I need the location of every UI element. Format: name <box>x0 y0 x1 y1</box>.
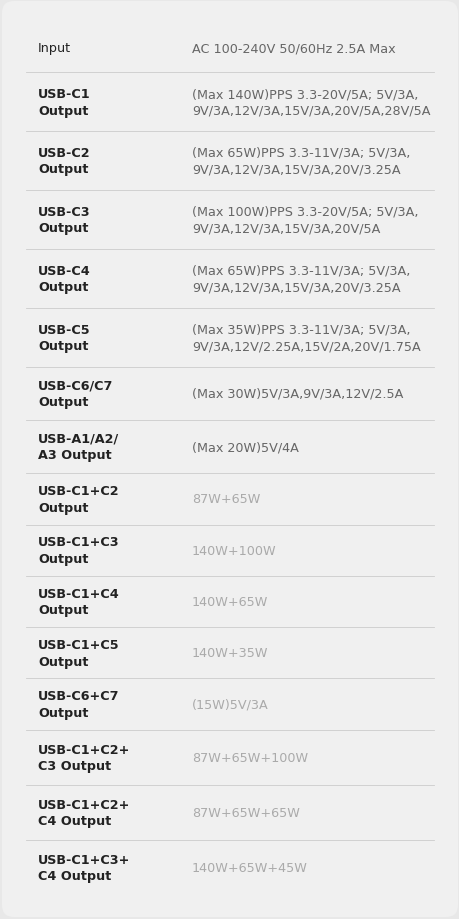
Text: USB-C5
Output: USB-C5 Output <box>38 323 90 353</box>
Text: (Max 100W)PPS 3.3-20V/5A; 5V/3A,
9V/3A,12V/3A,15V/3A,20V/5A: (Max 100W)PPS 3.3-20V/5A; 5V/3A, 9V/3A,1… <box>191 206 418 235</box>
Text: (Max 20W)5V/4A: (Max 20W)5V/4A <box>191 441 298 454</box>
Text: USB-C1+C5
Output: USB-C1+C5 Output <box>38 639 119 668</box>
Text: (Max 65W)PPS 3.3-11V/3A; 5V/3A,
9V/3A,12V/3A,15V/3A,20V/3.25A: (Max 65W)PPS 3.3-11V/3A; 5V/3A, 9V/3A,12… <box>191 147 409 176</box>
Text: USB-C4
Output: USB-C4 Output <box>38 265 90 294</box>
Text: USB-C1+C3
Output: USB-C1+C3 Output <box>38 536 119 565</box>
Text: 87W+65W+65W: 87W+65W+65W <box>191 806 299 819</box>
Text: USB-A1/A2/
A3 Output: USB-A1/A2/ A3 Output <box>38 433 119 462</box>
Text: 140W+100W: 140W+100W <box>191 544 276 557</box>
Text: USB-C6/C7
Output: USB-C6/C7 Output <box>38 380 113 409</box>
FancyBboxPatch shape <box>2 2 457 917</box>
Text: (Max 140W)PPS 3.3-20V/5A; 5V/3A,
9V/3A,12V/3A,15V/3A,20V/5A,28V/5A: (Max 140W)PPS 3.3-20V/5A; 5V/3A, 9V/3A,1… <box>191 88 430 118</box>
Text: USB-C1+C2+
C3 Output: USB-C1+C2+ C3 Output <box>38 743 130 772</box>
Text: 140W+35W: 140W+35W <box>191 647 268 660</box>
Text: USB-C1+C4
Output: USB-C1+C4 Output <box>38 587 119 617</box>
Text: USB-C1
Output: USB-C1 Output <box>38 88 90 118</box>
Text: USB-C6+C7
Output: USB-C6+C7 Output <box>38 689 119 719</box>
Text: USB-C3
Output: USB-C3 Output <box>38 206 90 235</box>
Text: USB-C1+C3+
C4 Output: USB-C1+C3+ C4 Output <box>38 853 130 882</box>
Text: USB-C1+C2+
C4 Output: USB-C1+C2+ C4 Output <box>38 798 130 827</box>
Text: 140W+65W+45W: 140W+65W+45W <box>191 861 307 874</box>
Text: Input: Input <box>38 42 71 55</box>
Text: (Max 65W)PPS 3.3-11V/3A; 5V/3A,
9V/3A,12V/3A,15V/3A,20V/3.25A: (Max 65W)PPS 3.3-11V/3A; 5V/3A, 9V/3A,12… <box>191 265 409 294</box>
Text: USB-C2
Output: USB-C2 Output <box>38 147 90 176</box>
Text: 87W+65W: 87W+65W <box>191 493 260 505</box>
Text: AC 100-240V 50/60Hz 2.5A Max: AC 100-240V 50/60Hz 2.5A Max <box>191 42 395 55</box>
Text: (Max 35W)PPS 3.3-11V/3A; 5V/3A,
9V/3A,12V/2.25A,15V/2A,20V/1.75A: (Max 35W)PPS 3.3-11V/3A; 5V/3A, 9V/3A,12… <box>191 323 420 353</box>
Text: (Max 30W)5V/3A,9V/3A,12V/2.5A: (Max 30W)5V/3A,9V/3A,12V/2.5A <box>191 388 403 401</box>
Text: USB-C1+C2
Output: USB-C1+C2 Output <box>38 484 119 514</box>
Text: 87W+65W+100W: 87W+65W+100W <box>191 751 308 764</box>
Text: (15W)5V/3A: (15W)5V/3A <box>191 698 268 710</box>
Text: 140W+65W: 140W+65W <box>191 596 268 608</box>
